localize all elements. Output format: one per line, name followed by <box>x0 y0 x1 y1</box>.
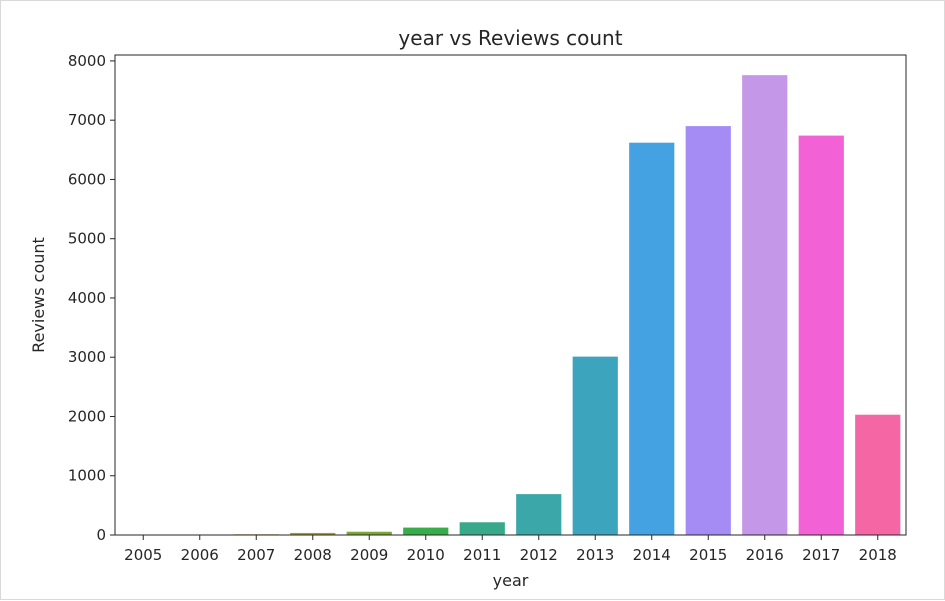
y-tick-label: 8000 <box>68 52 106 70</box>
x-tick-label: 2015 <box>689 546 727 564</box>
x-tick-label: 2013 <box>576 546 614 564</box>
y-axis: 0 1000 2000 3000 4000 5000 6000 7000 8000 <box>68 52 115 544</box>
x-tick-label: 2012 <box>520 546 558 564</box>
x-tick-label: 2010 <box>407 546 445 564</box>
bar-2011 <box>460 522 505 535</box>
bar-2017 <box>799 136 844 535</box>
x-tick-label: 2016 <box>746 546 784 564</box>
x-tick-label: 2006 <box>181 546 219 564</box>
x-tick-label: 2017 <box>802 546 840 564</box>
y-tick-label: 6000 <box>68 170 106 188</box>
y-tick-label: 2000 <box>68 407 106 425</box>
y-tick-label: 3000 <box>68 348 106 366</box>
x-tick-label: 2007 <box>237 546 275 564</box>
x-tick-label: 2011 <box>463 546 501 564</box>
bar-2015 <box>686 126 731 535</box>
bar-2012 <box>516 494 561 535</box>
x-tick-label: 2009 <box>350 546 388 564</box>
bar-2014 <box>629 143 674 535</box>
bars-group <box>121 75 901 535</box>
x-tick-label: 2018 <box>859 546 897 564</box>
bar-2018 <box>855 415 900 535</box>
y-tick-label: 1000 <box>68 467 106 485</box>
y-tick-label: 7000 <box>68 111 106 129</box>
chart-title: year vs Reviews count <box>398 26 622 50</box>
x-tick-label: 2005 <box>124 546 162 564</box>
y-axis-label: Reviews count <box>29 237 48 353</box>
y-tick-label: 0 <box>96 526 106 544</box>
bar-2016 <box>742 75 787 535</box>
y-tick-label: 4000 <box>68 289 106 307</box>
x-axis-label: year <box>493 571 529 590</box>
x-tick-label: 2014 <box>633 546 671 564</box>
bar-2013 <box>573 357 618 535</box>
bar-2010 <box>403 528 448 535</box>
x-axis: 2005 2006 2007 2008 2009 2010 2011 2012 2013 2014… <box>124 535 897 564</box>
x-tick-label: 2008 <box>294 546 332 564</box>
y-tick-label: 5000 <box>68 230 106 248</box>
